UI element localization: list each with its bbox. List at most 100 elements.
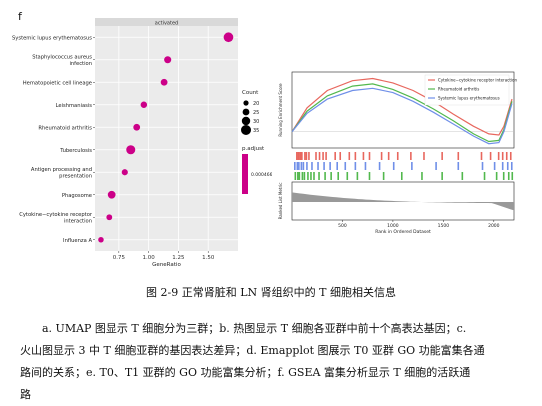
gene-hit-bar: [505, 152, 508, 160]
gene-hit-bar: [378, 162, 381, 170]
data-point: [223, 32, 234, 43]
gene-hit-bar: [322, 152, 324, 160]
x-tick-label: 500: [338, 223, 347, 229]
x-tick-label: 2000: [488, 223, 500, 229]
gene-hit-bar: [400, 172, 403, 180]
gsea-plot-chart: Running Enrichment Score Cytokine−cytokin…: [278, 71, 517, 235]
legend-count-dot: [243, 100, 249, 106]
x-tick-label: 1500: [438, 223, 450, 229]
enrichment-series-line: [291, 77, 513, 136]
gene-hit-bar: [396, 152, 399, 160]
gene-hit-bar: [493, 162, 496, 170]
x-tick-label: 0.75: [113, 255, 126, 261]
y-tick-label: Tuberculosis: [59, 148, 92, 154]
data-point: [140, 101, 148, 108]
gene-hit-bar: [315, 152, 317, 160]
y-tick-label: Phagosome: [62, 193, 92, 199]
data-point: [121, 169, 128, 176]
gene-hit-bar: [510, 162, 513, 170]
gene-hit-bar: [308, 152, 310, 160]
gene-hit-bar: [461, 172, 464, 180]
gene-hit-bar: [411, 162, 413, 170]
gene-hit-bar: [307, 172, 309, 180]
data-point: [98, 236, 104, 243]
data-point: [126, 145, 136, 155]
gene-hit-bar: [339, 152, 342, 160]
gene-hit-bar: [336, 162, 338, 170]
legend-padjust-colorbar: [242, 154, 248, 194]
legend-count-dot: [241, 116, 251, 126]
gene-hit-bar: [354, 152, 357, 160]
gene-hit-bar: [354, 162, 357, 170]
panel-letter: f: [18, 10, 22, 23]
gene-hit-bar: [489, 152, 492, 160]
gene-hit-bar: [348, 152, 351, 160]
gene-hit-bar: [368, 172, 371, 180]
gene-hit-bar: [483, 172, 486, 180]
gene-hit-bar: [435, 162, 437, 170]
gene-hit-bar: [481, 162, 484, 170]
legend-count-label: 25: [253, 110, 259, 116]
x-axis-title: Rank in Ordered Dataset: [375, 229, 431, 235]
gene-hit-bar: [356, 172, 359, 180]
legend-count-dot: [241, 125, 251, 135]
legend-count-title: Count: [242, 90, 259, 96]
gene-hit-bar: [301, 152, 303, 160]
gene-hit-bar: [410, 152, 412, 160]
gene-hit-bar: [457, 152, 460, 160]
legend-count-label: 35: [253, 128, 259, 134]
gene-hit-bar: [441, 172, 443, 180]
data-point: [133, 123, 141, 131]
legend-count-label: 20: [253, 101, 259, 107]
gene-hit-bar: [346, 172, 349, 180]
gene-hit-bar: [300, 152, 302, 160]
x-tick-label: 1.25: [172, 255, 185, 261]
legend-line: a. UMAP 图显示 T 细胞分为三群；b. 热图显示 T 细胞各亚群中前十个…: [42, 322, 467, 335]
gene-hit-bar: [382, 172, 385, 180]
gene-hit-bar: [330, 172, 332, 180]
gene-hit-bar: [313, 172, 315, 180]
gene-hit-bar: [344, 162, 347, 170]
gene-hit-bar: [387, 152, 390, 160]
gene-hit-bar: [323, 162, 325, 170]
gene-hit-bar: [296, 152, 298, 160]
y-tick-label: Rheumatoid arthritis: [38, 125, 92, 131]
gene-hit-bar: [441, 152, 443, 160]
gene-hit-bar: [337, 172, 340, 180]
gene-hit-bar: [364, 162, 367, 170]
gene-hit-bar: [304, 152, 306, 160]
x-tick-label: 1.00: [143, 255, 156, 261]
legend-series-label: Systemic lupus erythematosus: [438, 96, 500, 101]
legend-series-label: Cytokine−cytokine receptor interaction: [438, 78, 517, 83]
ranked-metric-area: [292, 192, 514, 211]
y-tick-label: Hematopoietic cell lineage: [23, 80, 92, 86]
gene-hit-bar: [511, 172, 514, 180]
gene-hit-bar: [294, 162, 296, 170]
facet-strip-label: activated: [155, 21, 178, 27]
gene-hit-bar: [310, 172, 312, 180]
legend-padjust-label: 0.000466077: [251, 172, 272, 178]
legend-series-label: Rheumatoid arthritis: [438, 87, 479, 92]
enrichment-series-line: [291, 83, 513, 143]
y-tick-label: Influenza A: [63, 238, 92, 244]
gene-hit-bar: [298, 172, 301, 180]
gene-hit-bar: [318, 152, 321, 160]
gene-hit-bar: [392, 162, 395, 170]
gene-hit-bar: [506, 162, 509, 170]
gene-hit-bar: [501, 152, 504, 160]
facet-strip: [95, 18, 238, 26]
enrichment-series-line: [291, 87, 513, 145]
gene-hit-bar: [317, 162, 319, 170]
gene-hit-bar: [480, 152, 483, 160]
legend-line: 路: [20, 388, 31, 401]
gene-hit-bar: [298, 162, 300, 170]
y-tick-label: Staphylococcus aureus infection: [32, 54, 92, 67]
y-axis-title-bottom: Ranked List Metric: [278, 183, 283, 220]
gene-hit-bar: [502, 172, 505, 180]
figure-caption: 图 2-9 正常肾脏和 LN 肾组织中的 T 细胞相关信息: [146, 286, 396, 299]
data-point: [107, 190, 116, 199]
x-axis-title: GeneRatio: [152, 262, 181, 268]
x-tick-label: 1.50: [202, 255, 215, 261]
data-point: [164, 56, 172, 64]
dot-plot-chart: activated 0.75 1.00 1.25 1.50 GeneRatio System…: [12, 18, 272, 268]
